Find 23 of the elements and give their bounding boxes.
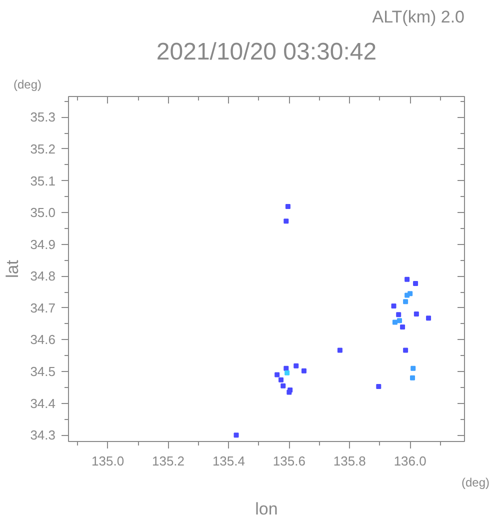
y-tick-label: 34.4 [30,396,56,411]
y-tick-label: 34.9 [30,236,56,252]
y-tick-label: 34.7 [30,300,56,316]
text: (deg) [14,78,42,92]
y-tick-label: 34.5 [30,364,56,380]
x-tick-label: 135.2 [152,454,185,468]
text: (deg) [461,476,490,490]
y-tick-label: 35.0 [30,205,56,220]
y-tick-label: 34.6 [30,332,56,348]
x-tick-label: 135.0 [92,454,124,468]
chart-title: 2021/10/20 03:30:42 [156,38,377,66]
x-tick-label: 135.6 [272,454,306,468]
x-axis-title: lon [255,500,278,518]
x-tick-label: 135.4 [212,454,245,468]
chart-subtitle: ALT(km) 2.0 [372,8,465,26]
y-tick-label: 35.2 [30,141,56,156]
y-tick-label: 35.1 [30,173,56,188]
y-tick-label: 34.3 [30,428,56,443]
x-tick-label: 136.0 [394,454,426,468]
x-tick-label: 135.8 [333,454,366,468]
y-tick-label: 35.3 [30,110,56,125]
y-axis-title: lat [3,260,22,278]
y-tick-label: 34.8 [30,268,56,284]
